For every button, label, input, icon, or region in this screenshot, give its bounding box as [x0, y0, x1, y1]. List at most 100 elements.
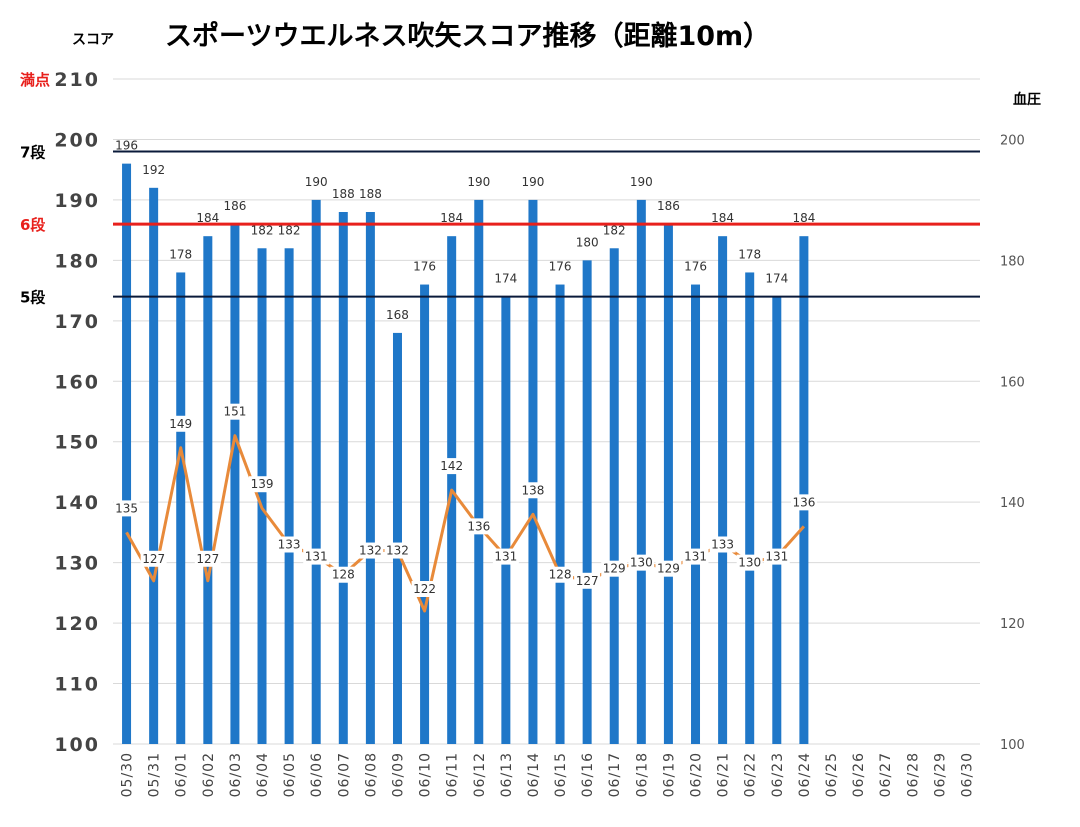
x-tick-label: 06/08 [363, 752, 379, 797]
x-tick-label: 06/25 [824, 752, 840, 797]
line-value-label-bg [357, 542, 384, 559]
line-value-label-bg [655, 560, 682, 577]
bar [122, 163, 132, 745]
bar-value-label: 190 [522, 175, 545, 189]
x-tick-label: 06/10 [418, 752, 434, 797]
line-value-label-bg [384, 542, 411, 559]
bar [636, 199, 646, 745]
line-value-label-bg [276, 536, 303, 553]
x-tick-label: 06/13 [499, 752, 515, 797]
line-value-label: 136 [467, 519, 490, 533]
line-value-label: 128 [332, 568, 355, 582]
y-tick-label: 130 [54, 553, 100, 575]
y-tick-label: 120 [54, 613, 100, 635]
reference-label: 7段 [20, 144, 45, 162]
line-value-label: 132 [359, 544, 382, 558]
line-value-label: 136 [792, 495, 815, 509]
bar-value-label: 182 [603, 223, 626, 237]
y2-tick-label: 160 [1000, 375, 1025, 390]
x-tick-label: 06/19 [661, 752, 677, 797]
bar [338, 212, 348, 744]
x-tick-label: 06/04 [255, 752, 271, 797]
line-value-label: 133 [278, 538, 301, 552]
line-value-label: 133 [711, 538, 734, 552]
bar-value-label: 176 [684, 260, 707, 274]
x-tick-label: 06/24 [797, 752, 813, 797]
bar [609, 248, 619, 745]
reference-label: 満点 [20, 71, 50, 89]
line-value-label-bg [547, 566, 574, 583]
line-value-label-bg [438, 458, 465, 475]
y2-axis-title: 血圧 [1013, 91, 1041, 108]
bar [528, 199, 538, 745]
x-tick-label: 06/15 [553, 752, 569, 797]
line-value-label-bg [221, 403, 248, 420]
bar-value-label: 184 [792, 211, 815, 225]
line-value-label: 135 [115, 501, 138, 515]
line-value-label-bg [194, 550, 221, 567]
line-value-label-bg [411, 581, 438, 597]
bar-value-label: 182 [278, 223, 301, 237]
bar-value-label: 176 [549, 260, 572, 274]
y-tick-label: 180 [54, 250, 100, 272]
bar [257, 248, 267, 745]
x-tick-label: 06/20 [689, 752, 705, 797]
bar-value-label: 192 [142, 163, 165, 177]
x-tick-label: 06/02 [201, 752, 217, 797]
reference-lines [113, 150, 980, 298]
line-value-label-bg [709, 536, 736, 553]
line-value-label: 122 [413, 582, 436, 596]
x-tick-label: 06/06 [309, 752, 325, 797]
x-tick-label: 06/22 [743, 752, 759, 797]
line-value-label: 139 [251, 477, 274, 491]
y2-tick-label: 180 [1000, 254, 1025, 269]
line-value-label: 129 [603, 562, 626, 576]
bar-value-label: 174 [494, 272, 517, 286]
line-value-label: 131 [765, 550, 788, 564]
bar [474, 199, 484, 745]
bar-value-label: 178 [738, 247, 761, 261]
line-value-label: 131 [305, 550, 328, 564]
bar-value-label: 188 [359, 187, 382, 201]
line-value-label-bg [330, 566, 357, 583]
x-tick-label: 06/01 [174, 752, 190, 797]
y2-tick-label: 200 [1000, 133, 1025, 148]
line-value-label: 131 [494, 550, 517, 564]
line-value-label-bg [574, 572, 601, 589]
bar-value-label: 176 [413, 260, 436, 274]
line-value-label-bg [628, 554, 655, 571]
line-value-label: 131 [684, 550, 707, 564]
y-tick-label: 210 [54, 69, 100, 91]
axes: 100 110 120 130 140 150 160 170 180 190 200 210 100 1… [20, 69, 1025, 797]
grid [113, 78, 980, 745]
line-value-label-bg [140, 550, 167, 567]
x-tick-label: 06/07 [336, 752, 352, 797]
y-tick-label: 110 [54, 674, 100, 696]
x-tick-label: 05/30 [120, 752, 136, 797]
bar [284, 248, 294, 745]
bar-value-label: 184 [711, 211, 734, 225]
y2-tick-label: 120 [1000, 617, 1025, 632]
y-tick-label: 100 [54, 734, 100, 756]
x-tick-label: 06/29 [932, 752, 948, 797]
x-tick-label: 06/03 [228, 752, 244, 797]
x-tick-label: 06/18 [634, 752, 650, 797]
reference-label: 5段 [20, 289, 45, 307]
line-value-label-bg [492, 548, 519, 565]
line-value-label-bg [763, 548, 790, 565]
bar [230, 224, 240, 744]
y-axis-title: スコア [72, 32, 114, 48]
bar-value-label: 190 [467, 175, 490, 189]
line-value-label: 130 [630, 556, 653, 570]
line-value-label-bg [519, 482, 546, 499]
bar-value-label: 186 [657, 199, 680, 213]
bar-value-label: 180 [576, 235, 599, 249]
x-tick-label: 05/31 [147, 752, 163, 797]
x-tick-label: 06/30 [959, 752, 975, 797]
y-tick-label: 140 [54, 492, 100, 514]
line-value-label: 127 [196, 552, 219, 566]
x-tick-label: 06/16 [580, 752, 596, 797]
line-value-label-bg [601, 560, 628, 577]
bar [176, 272, 186, 744]
bar-value-label: 178 [169, 247, 192, 261]
